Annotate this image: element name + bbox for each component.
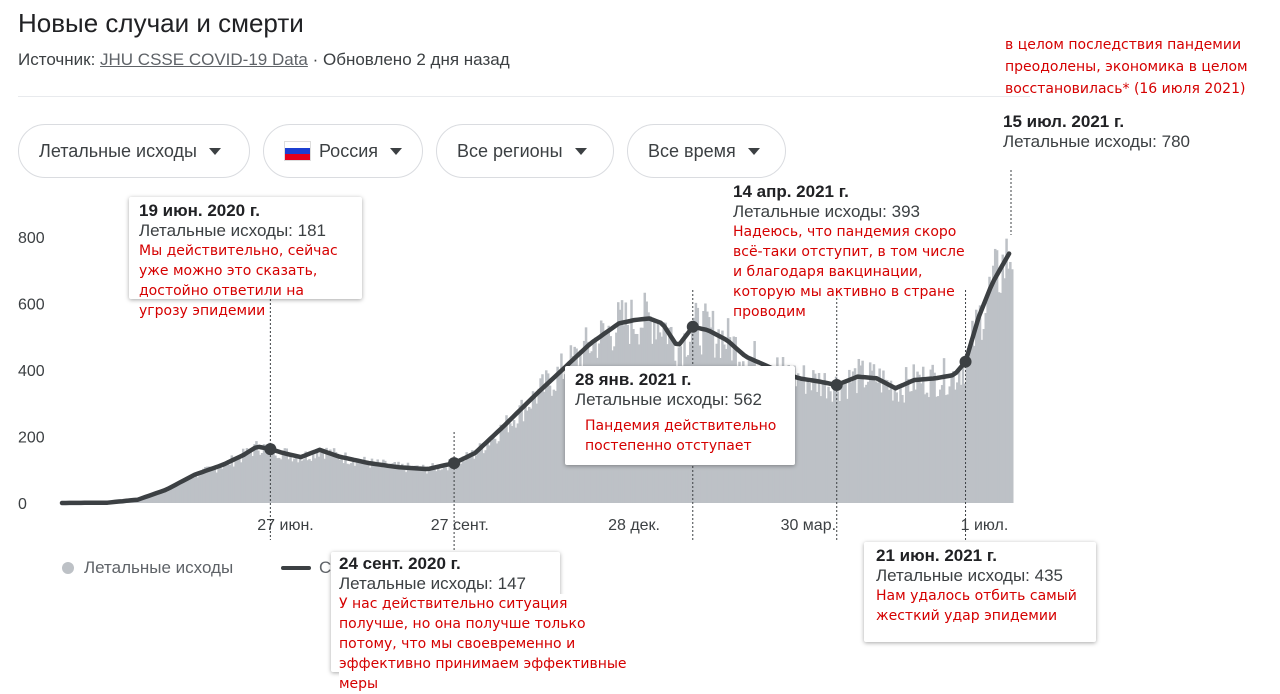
annotation-note: У нас действительно ситуация получше, но…: [339, 594, 629, 694]
annotation-value: Летальные исходы: 181: [139, 221, 352, 241]
annotation-2: 24 сент. 2020 г. Летальные исходы: 147 У…: [331, 552, 560, 672]
annotation-note-6: в целом последствия пандемии преодолены,…: [1005, 34, 1275, 100]
x-tick-label: 1 июл.: [961, 517, 1009, 534]
annotation-point: [687, 321, 699, 333]
annotation-date: 19 июн. 2020 г.: [139, 201, 352, 221]
y-tick-label: 0: [18, 496, 27, 513]
x-tick-label: 30 мар.: [781, 517, 836, 534]
x-tick-label: 27 июн.: [257, 517, 313, 534]
annotation-date: 24 сент. 2020 г.: [339, 554, 552, 574]
annotation-note: Пандемия действительно постепенно отступ…: [575, 416, 785, 456]
annotation-3: 28 янв. 2021 г. Летальные исходы: 562 Па…: [565, 366, 795, 465]
daily-bar: [1011, 269, 1013, 503]
annotation-note: Надеюсь, что пандемия скоро всё-таки отс…: [733, 222, 968, 322]
annotation-value: Летальные исходы: 562: [575, 390, 785, 410]
legend-bars: Летальные исходы: [62, 558, 233, 578]
legend-bars-label: Летальные исходы: [84, 558, 233, 578]
legend-line-icon: [281, 566, 311, 570]
annotation-1: 19 июн. 2020 г. Летальные исходы: 181 Мы…: [129, 197, 362, 299]
annotation-point: [264, 443, 276, 455]
annotation-date: 15 июл. 2021 г.: [1003, 112, 1243, 132]
annotation-value: Летальные исходы: 147: [339, 574, 552, 594]
legend-dot-icon: [62, 562, 74, 574]
x-tick-label: 28 дек.: [608, 517, 660, 534]
annotation-5: 21 июн. 2021 г. Летальные исходы: 435 На…: [864, 542, 1096, 642]
annotation-date: 21 июн. 2021 г.: [876, 546, 1084, 566]
legend-line: С: [281, 558, 331, 578]
annotation-point: [448, 457, 460, 469]
annotation-value: Летальные исходы: 780: [1003, 132, 1243, 152]
y-tick-label: 600: [18, 297, 45, 314]
annotation-value: Летальные исходы: 393: [733, 202, 968, 222]
annotation-value: Летальные исходы: 435: [876, 566, 1084, 586]
annotation-note: Нам удалось отбить самый жесткий удар эп…: [876, 586, 1084, 626]
annotation-date: 14 апр. 2021 г.: [733, 182, 968, 202]
y-axis: 0 200 400 600 800: [18, 230, 45, 513]
y-tick-label: 800: [18, 230, 45, 247]
y-tick-label: 200: [18, 430, 45, 447]
annotation-4: 14 апр. 2021 г. Летальные исходы: 393 На…: [733, 182, 968, 290]
annotation-point: [960, 356, 972, 368]
annotation-date: 28 янв. 2021 г.: [575, 370, 785, 390]
legend-line-label: С: [319, 558, 331, 578]
x-axis: 27 июн. 27 сент. 28 дек. 30 мар. 1 июл.: [257, 517, 1008, 534]
annotation-point: [831, 379, 843, 391]
x-tick-label: 27 сент.: [431, 517, 489, 534]
y-tick-label: 400: [18, 363, 45, 380]
annotation-6: 15 июл. 2021 г. Летальные исходы: 780: [1003, 112, 1243, 152]
annotation-note: Мы действительно, сейчас уже можно это с…: [139, 241, 352, 321]
